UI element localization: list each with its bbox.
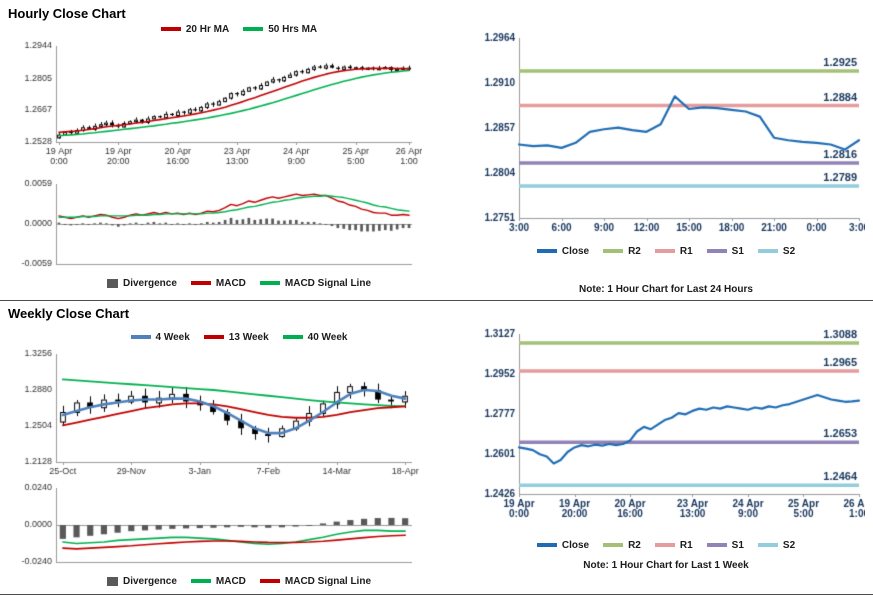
legend-line-swatch-icon — [130, 335, 151, 339]
legend-item-divergence: Divergence — [106, 575, 177, 587]
legend-label: S1 — [731, 539, 744, 551]
legend-label: 4 Week — [155, 331, 190, 343]
legend-label: Divergence — [122, 575, 177, 587]
legend-item-s2: S2 — [757, 245, 796, 257]
legend-line-swatch-icon — [536, 543, 557, 547]
legend-label: Divergence — [122, 277, 177, 289]
weekly-pivot-note: Note: 1 Hour Chart for Last 1 Week — [583, 560, 749, 571]
hourly-macd-legend: Divergence MACD MACD Signal Line — [56, 276, 422, 290]
legend-line-swatch-icon — [536, 249, 557, 253]
legend-label: S2 — [782, 245, 796, 257]
hourly-pivot-chart-canvas — [467, 28, 865, 240]
weekly-section-title: Weekly Close Chart — [8, 306, 130, 321]
legend-label: MACD Signal Line — [284, 575, 372, 587]
legend-label: 13 Week — [228, 331, 269, 343]
section-divider — [0, 300, 873, 301]
weekly-pivot-chart-canvas — [467, 326, 865, 524]
legend-box-swatch-icon — [106, 278, 118, 288]
legend-item-s1: S1 — [706, 539, 744, 551]
legend-line-swatch-icon — [706, 543, 727, 547]
legend-line-swatch-icon — [603, 543, 624, 547]
legend-line-swatch-icon — [654, 543, 675, 547]
weekly-macd-legend: Divergence MACD MACD Signal Line — [56, 574, 422, 588]
legend-item-macd: MACD — [190, 277, 246, 289]
legend-item-50-hrs-ma: 50 Hrs MA — [243, 24, 317, 35]
legend-label: R1 — [679, 539, 693, 551]
bottom-divider — [0, 594, 873, 595]
legend-label: 40 Week — [307, 331, 348, 343]
legend-line-swatch-icon — [190, 281, 211, 285]
hourly-pivot-note: Note: 1 Hour Chart for Last 24 Hours — [579, 284, 753, 295]
legend-item-s2: S2 — [757, 539, 796, 551]
legend-item-r1: R1 — [654, 245, 693, 257]
hourly-price-chart-canvas — [8, 38, 422, 172]
legend-line-swatch-icon — [654, 249, 675, 253]
weekly-price-chart-canvas — [8, 346, 422, 478]
legend-label: R1 — [679, 245, 693, 257]
legend-item-close: Close — [536, 245, 590, 257]
legend-label: R2 — [628, 245, 641, 257]
legend-label: S1 — [731, 245, 744, 257]
legend-line-swatch-icon — [282, 335, 303, 339]
legend-item-r1: R1 — [654, 539, 693, 551]
legend-item-r2: R2 — [603, 246, 641, 257]
legend-line-swatch-icon — [706, 249, 727, 253]
legend-line-swatch-icon — [259, 579, 280, 583]
legend-item-divergence: Divergence — [106, 277, 177, 289]
legend-label: MACD — [215, 277, 246, 289]
legend-label: S2 — [782, 539, 796, 551]
legend-line-swatch-icon — [190, 579, 211, 583]
hourly-price-legend: 20 Hr MA 50 Hrs MA — [56, 22, 422, 36]
hourly-macd-chart-canvas — [8, 176, 422, 272]
weekly-macd-chart-canvas — [8, 482, 422, 570]
legend-line-swatch-icon — [259, 281, 280, 285]
weekly-pivot-legend: Close R2 R1 S1 S2 — [467, 538, 865, 552]
legend-item-13-week: 13 Week — [203, 331, 269, 343]
legend-label: MACD — [215, 575, 246, 587]
legend-item-s1: S1 — [706, 245, 744, 257]
legend-line-swatch-icon — [243, 27, 264, 31]
legend-item-macd-signal-line: MACD Signal Line — [259, 575, 372, 587]
legend-label: 50 Hrs MA — [268, 23, 318, 35]
legend-line-swatch-icon — [603, 249, 624, 253]
legend-label: Close — [561, 539, 590, 551]
legend-line-swatch-icon — [757, 249, 778, 253]
legend-label: Close — [561, 245, 590, 257]
legend-line-swatch-icon — [757, 543, 778, 547]
legend-item-r2: R2 — [603, 540, 641, 551]
legend-item-20-hr-ma: 20 Hr MA — [160, 23, 230, 35]
legend-item-4-week: 4 Week — [130, 331, 190, 343]
legend-item-macd: MACD — [190, 575, 246, 587]
hourly-section-title: Hourly Close Chart — [8, 6, 126, 21]
legend-label: R2 — [628, 539, 641, 551]
legend-item-40-week: 40 Week — [282, 331, 348, 343]
legend-line-swatch-icon — [203, 335, 224, 339]
legend-line-swatch-icon — [160, 27, 181, 31]
legend-item-macd-signal-line: MACD Signal Line — [259, 277, 372, 289]
legend-item-close: Close — [536, 539, 590, 551]
weekly-price-legend: 4 Week 13 Week 40 Week — [56, 330, 422, 344]
legend-box-swatch-icon — [106, 576, 118, 586]
hourly-pivot-legend: Close R2 R1 S1 S2 — [467, 244, 865, 258]
legend-label: 20 Hr MA — [185, 23, 230, 35]
legend-label: MACD Signal Line — [284, 277, 372, 289]
